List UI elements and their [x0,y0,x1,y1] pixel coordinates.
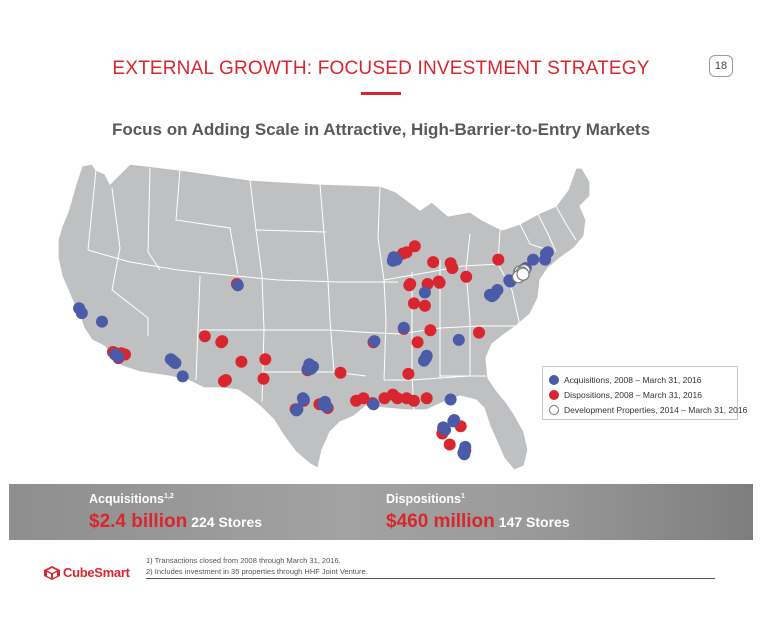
acquisition-marker [368,335,381,348]
disposition-marker [427,256,440,269]
acquisition-marker [539,253,552,266]
acquisitions-stat-label: Acquisitions1,2 [89,492,174,506]
disposition-marker [257,372,270,385]
dispositions-stat-label: Dispositions1 [386,492,465,506]
disposition-marker [420,392,433,405]
acquisition-marker [367,398,380,411]
cubesmart-logo: CubeSmart [44,565,130,580]
footer-divider [146,578,715,579]
marker-layer [73,240,554,461]
disposition-marker [492,253,505,266]
disposition-marker [219,374,232,386]
acquisitions-stat-value: $2.4 billion 224 Stores [89,511,263,532]
development-dot-icon [549,404,559,415]
legend-acquisitions: Acquisitions, 2008 – March 31, 2016 [549,372,737,387]
legend-acquisitions-label: Acquisitions, 2008 – March 31, 2016 [564,374,702,385]
acquisition-marker [439,423,452,436]
map-legend: Acquisitions, 2008 – March 31, 2016 Disp… [542,366,747,420]
title-underline [361,92,401,95]
slide-title: EXTERNAL GROWTH: FOCUSED INVESTMENT STRA… [112,58,650,79]
disposition-marker [357,392,370,405]
disposition-marker [407,394,420,407]
acquisition-marker [444,393,457,406]
disposition-marker [403,279,416,292]
disposition-marker [334,366,347,379]
disposition-marker [407,297,420,310]
disposition-marker [460,270,473,283]
acquisition-marker [318,395,331,408]
development-marker [516,267,530,281]
footnotes: 1) Transactions closed from 2008 through… [146,555,368,577]
disposition-marker [418,299,431,312]
acquisition-marker [484,288,496,301]
disposition-marker [391,392,404,405]
acquisition-marker [164,353,177,366]
legend-dispositions: Dispositions, 2008 – March 31, 2016 [549,387,737,402]
acquisition-marker [397,321,410,334]
legend-development-label: Development Properties, 2014 – March 31,… [564,404,748,415]
disposition-dot-icon [549,389,559,400]
disposition-marker [433,276,446,289]
footnote-1: 1) Transactions closed from 2008 through… [146,556,341,565]
disposition-marker [408,240,421,253]
legend-development: Development Properties, 2014 – March 31,… [549,402,747,417]
acquisition-marker [452,333,465,346]
disposition-marker [235,355,248,368]
acquisition-marker [176,370,189,383]
summary-banner: Acquisitions1,2 $2.4 billion 224 Stores D… [9,484,753,540]
disposition-marker [424,324,437,337]
logo-text: CubeSmart [63,565,130,580]
disposition-marker [446,262,459,275]
dispositions-stat-value: $460 million 147 Stores [386,511,570,532]
acquisition-marker [448,414,461,427]
map-subtitle: Focus on Adding Scale in Attractive, Hig… [111,120,651,139]
disposition-marker [198,330,211,343]
acquisition-marker [386,254,399,267]
acquisition-marker [296,392,309,405]
us-map [57,163,591,471]
acquisition-marker [73,302,86,315]
acquisition-marker [112,350,125,363]
disposition-marker [402,367,415,380]
disposition-marker [259,353,272,366]
acquisition-marker [291,403,304,416]
footnote-2: 2) Includes investment in 35 properties … [146,567,368,576]
acquisition-marker [96,315,108,328]
acquisition-marker [527,253,540,266]
acquisition-marker [418,354,430,367]
disposition-marker [473,326,485,339]
disposition-marker [215,336,228,349]
disposition-marker [400,246,413,259]
acquisition-marker [303,358,316,371]
acquisition-marker [418,286,431,299]
page-number: 18 [709,55,733,77]
acquisition-dot-icon [549,374,559,385]
legend-dispositions-label: Dispositions, 2008 – March 31, 2016 [564,389,702,400]
cube-icon [44,565,60,580]
acquisition-marker [231,279,244,292]
us-landmass [57,163,591,471]
state-borders [87,167,577,411]
disposition-marker [411,336,424,349]
disposition-marker [443,438,456,451]
acquisition-marker [457,447,470,459]
